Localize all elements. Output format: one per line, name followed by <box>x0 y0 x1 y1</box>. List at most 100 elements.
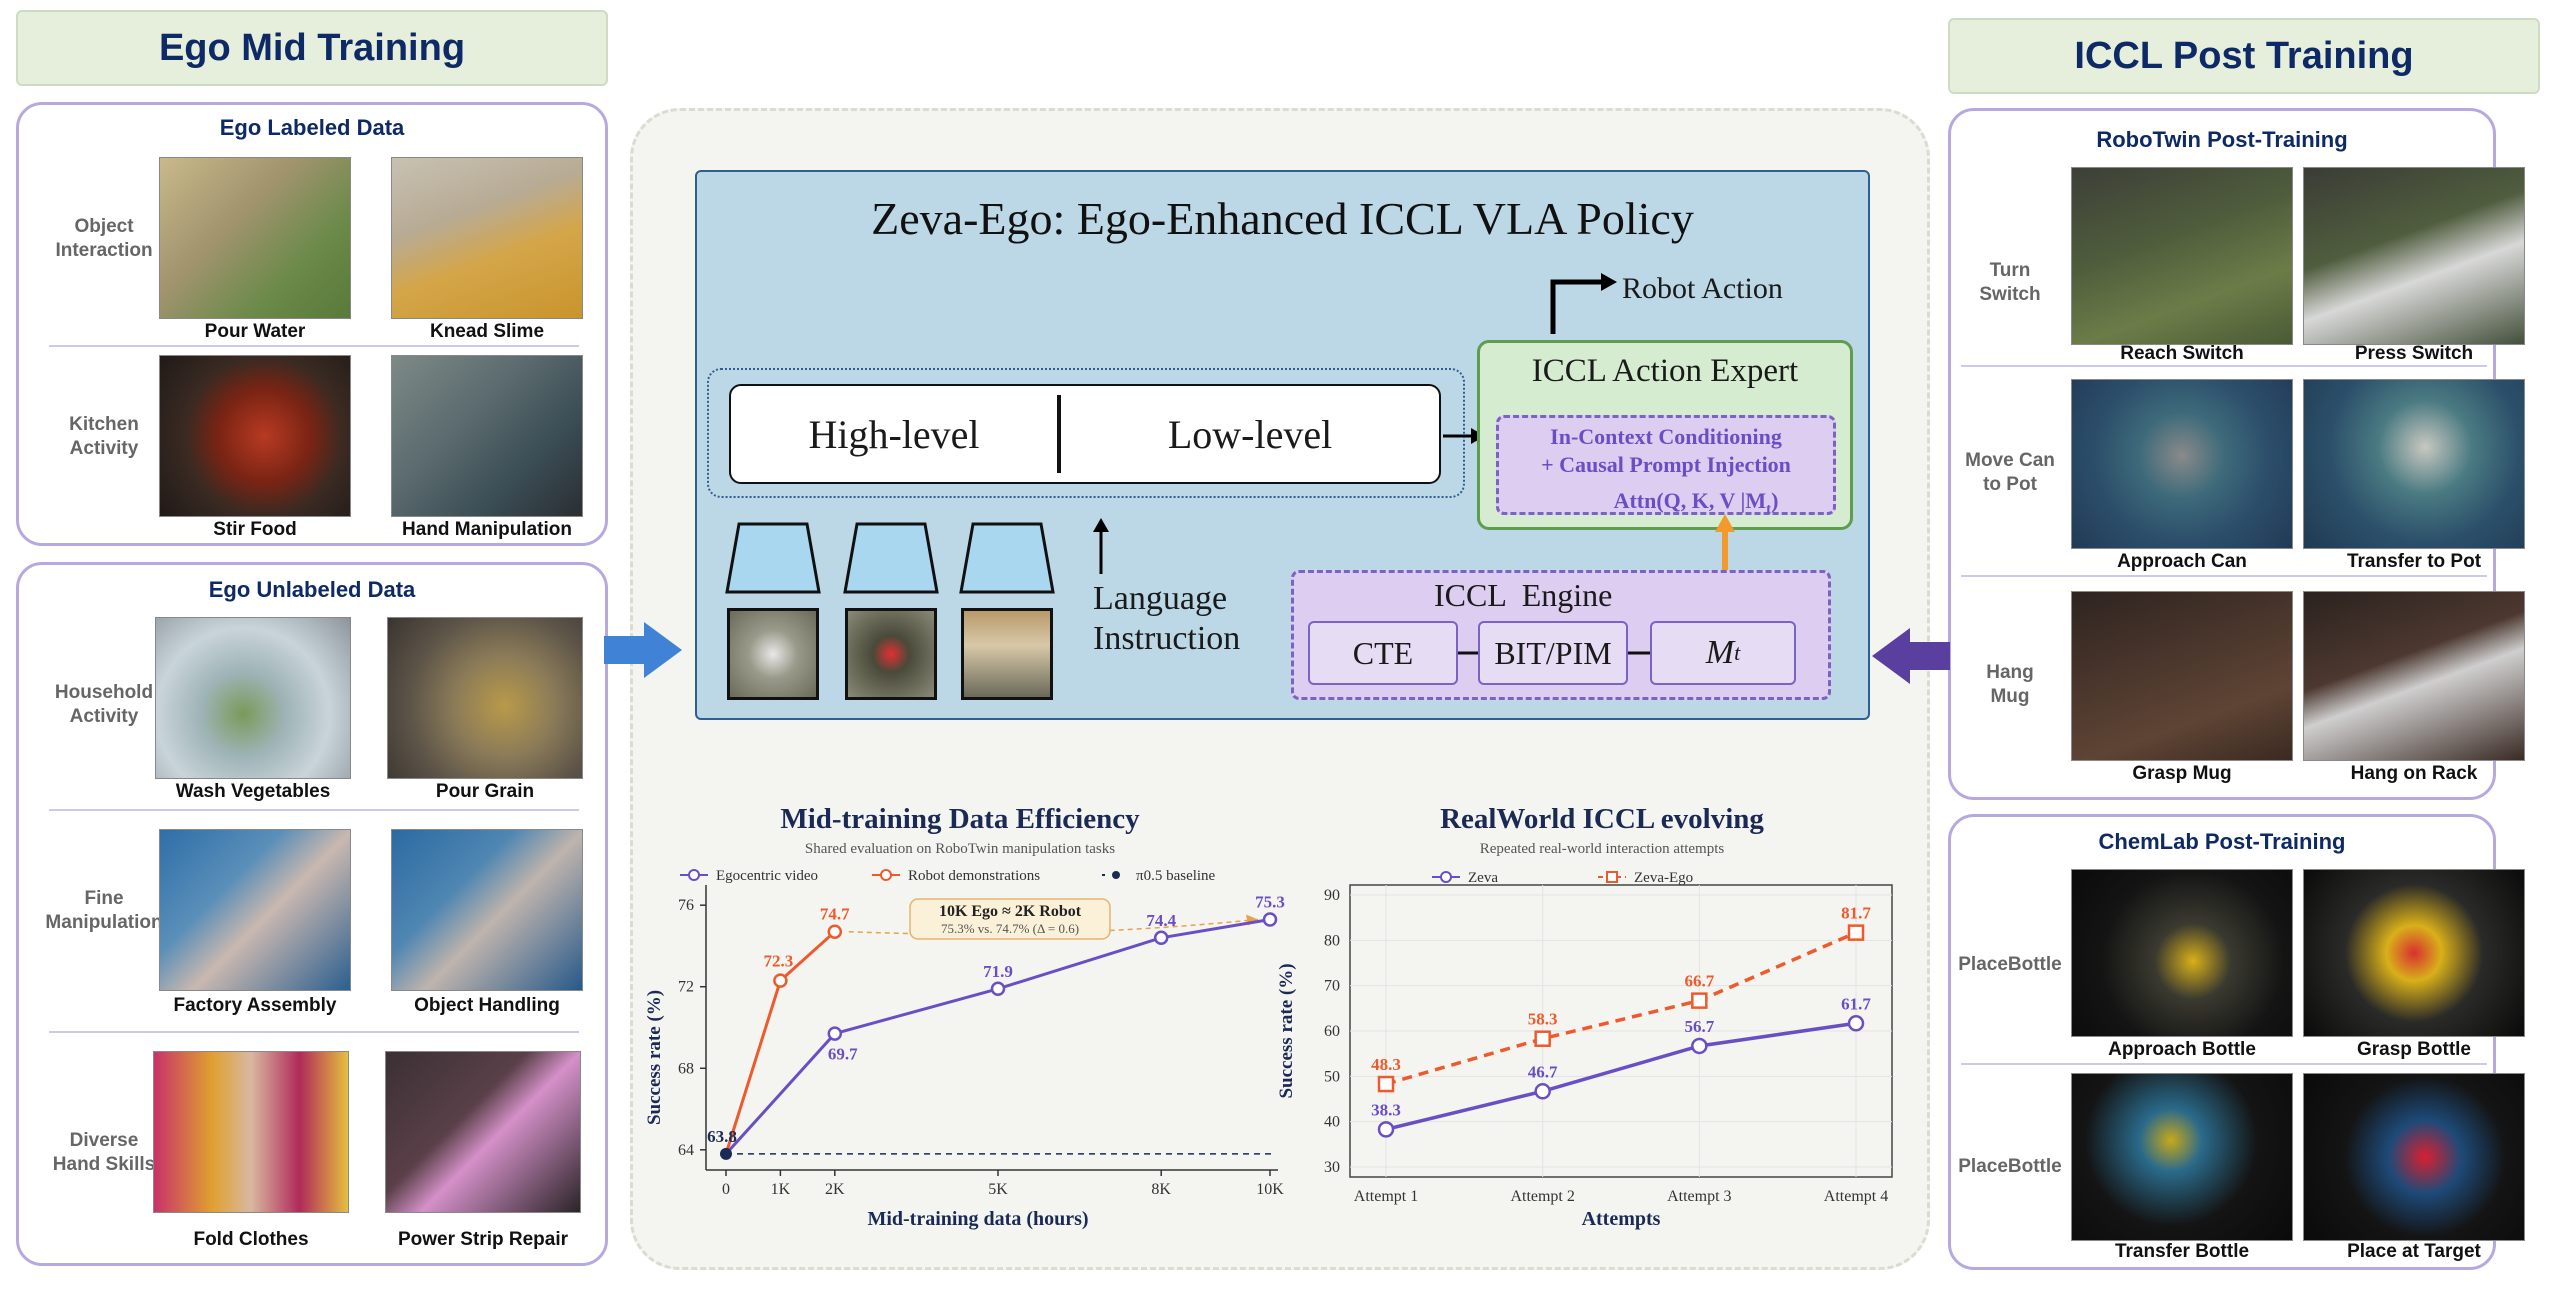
data-label: 71.9 <box>983 962 1013 981</box>
expert-title: ICCL Action Expert <box>1531 353 1799 389</box>
action-expert-box: ICCL Action Expert In-Context Conditioni… <box>1477 340 1853 530</box>
data-label: 38.3 <box>1371 1100 1401 1119</box>
right-to-center-arrow-icon <box>1872 628 1950 684</box>
language-label: Language <box>1093 580 1228 617</box>
row-label: PlaceBottle <box>1958 954 2062 975</box>
photo-transfer-to-pot <box>2303 379 2525 549</box>
data-label: 48.3 <box>1371 1055 1401 1074</box>
x-tick-label: Attempt 1 <box>1354 1188 1418 1205</box>
policy-title: Zeva-Ego: Ego-Enhanced ICCL VLA Policy <box>871 193 1694 244</box>
chart-mid-training: Mid-training Data Efficiency Shared evalu… <box>644 803 1285 1230</box>
data-point <box>1377 1075 1395 1093</box>
caption: Hand Manipulation <box>402 519 572 540</box>
caption: Object Handling <box>414 995 560 1016</box>
series-line <box>1385 931 1857 1086</box>
photo-approach-bottle <box>2071 869 2293 1037</box>
data-point <box>773 973 788 988</box>
caption: Hang on Rack <box>2350 763 2478 784</box>
y-tick-label: 90 <box>1324 887 1340 904</box>
right-header: ICCL Post Training <box>1948 18 2540 94</box>
row-divider <box>49 809 579 811</box>
high-low-box: High-level Low-level <box>729 384 1441 484</box>
data-point <box>1262 912 1278 927</box>
photo-approach-can <box>2071 379 2293 549</box>
data-point <box>827 1026 843 1041</box>
annotation-line1: 10K Ego ≈ 2K Robot <box>939 903 1082 920</box>
engine-title: ICCL Engine <box>1434 577 1613 613</box>
photo-object-handling <box>391 829 583 991</box>
policy-box: Zeva-Ego: Ego-Enhanced ICCL VLA Policy R… <box>695 170 1870 720</box>
caption: Pour Grain <box>435 781 535 802</box>
expert-line2: + Causal Prompt Injection <box>1541 452 1791 477</box>
instruction-label: Instruction <box>1093 620 1241 657</box>
photo-place-at-target <box>2303 1073 2525 1241</box>
data-label: 56.7 <box>1684 1017 1714 1036</box>
low-level-label: Low-level <box>1167 411 1333 457</box>
camera-frame-3 <box>961 608 1053 700</box>
data-point <box>1691 1037 1708 1055</box>
data-label: 61.7 <box>1841 994 1871 1013</box>
photo-pour-water <box>159 157 351 319</box>
y-axis-label: Success rate (%) <box>644 990 665 1125</box>
robot-action-arrow-icon <box>1550 273 1617 334</box>
high-level-label: High-level <box>808 411 980 457</box>
data-label: 75.3 <box>1255 892 1285 911</box>
legend-swatch <box>1606 871 1618 883</box>
y-tick-label: 40 <box>1324 1114 1340 1131</box>
data-point <box>1847 924 1865 941</box>
row-label: Hang Mug <box>1986 662 2034 707</box>
origin-point <box>720 1147 732 1160</box>
y-tick-label: 30 <box>1324 1159 1340 1176</box>
caption: Fold Clothes <box>193 1229 309 1250</box>
data-label: 81.7 <box>1841 904 1871 923</box>
row-label: Move Can to Pot <box>1965 450 2055 495</box>
chemlab-panel: ChemLab Post-Training PlaceBottle Approa… <box>1948 814 2525 1270</box>
photo-press-switch <box>2303 167 2525 345</box>
photo-wash-vegetables <box>155 617 351 779</box>
legend-swatch <box>880 869 892 881</box>
expert-line3: Attn(Q, K, V |Mt) <box>1613 488 1779 518</box>
ego-labeled-panel: Ego Labeled Data Object Interaction Pour… <box>16 102 608 546</box>
caption: Press Switch <box>2354 343 2474 364</box>
caption: Transfer Bottle <box>2114 1241 2250 1262</box>
data-point <box>990 981 1006 997</box>
caption: Power Strip Repair <box>398 1229 568 1250</box>
legend-swatch <box>1440 871 1452 883</box>
level-divider <box>1057 395 1061 473</box>
caption: Grasp Mug <box>2132 763 2232 784</box>
row-divider <box>49 1031 579 1033</box>
camera-view-icon <box>843 522 939 594</box>
x-tick-label: 2K <box>825 1181 845 1198</box>
x-axis-label: Mid-training data (hours) <box>867 1208 1088 1230</box>
row-label: Fine Manipulation <box>45 888 163 933</box>
robotwin-panel: RoboTwin Post-Training Turn Switch Reach… <box>1948 108 2525 800</box>
chart-title: Mid-training Data Efficiency <box>780 803 1140 835</box>
row-label: Household Activity <box>54 682 154 727</box>
cte-box: CTE <box>1308 621 1458 685</box>
x-tick-label: Attempt 2 <box>1510 1188 1574 1205</box>
legend-label: Zeva-Ego <box>1634 870 1693 886</box>
row-label: Turn Switch <box>1979 260 2041 305</box>
legend-label: π0.5 baseline <box>1136 868 1216 884</box>
row-label: Object Interaction <box>55 216 153 261</box>
data-label: 74.4 <box>1146 911 1176 930</box>
photo-power-strip-repair <box>385 1051 581 1213</box>
x-axis-label: Attempts <box>1582 1208 1661 1230</box>
caption: Reach Switch <box>2120 343 2244 364</box>
x-tick-label: 5K <box>988 1181 1008 1198</box>
y-tick-label: 70 <box>1324 978 1340 995</box>
ego-unlabeled-panel: Ego Unlabeled Data Household Activity Wa… <box>16 562 608 1266</box>
vlm-container <box>707 368 1465 498</box>
photo-transfer-bottle <box>2071 1073 2293 1241</box>
row-label: Diverse Hand Skills <box>52 1130 156 1175</box>
y-axis-label: Success rate (%) <box>1276 963 1297 1098</box>
data-label: 69.7 <box>828 1045 858 1064</box>
data-label: 74.7 <box>820 905 850 924</box>
panel-title: Ego Labeled Data <box>219 115 405 140</box>
y-tick-label: 76 <box>678 897 694 914</box>
annotation-line2: 75.3% vs. 74.7% (Δ = 0.6) <box>941 921 1079 936</box>
x-tick-label: 8K <box>1151 1181 1171 1198</box>
data-point <box>1377 1121 1395 1138</box>
